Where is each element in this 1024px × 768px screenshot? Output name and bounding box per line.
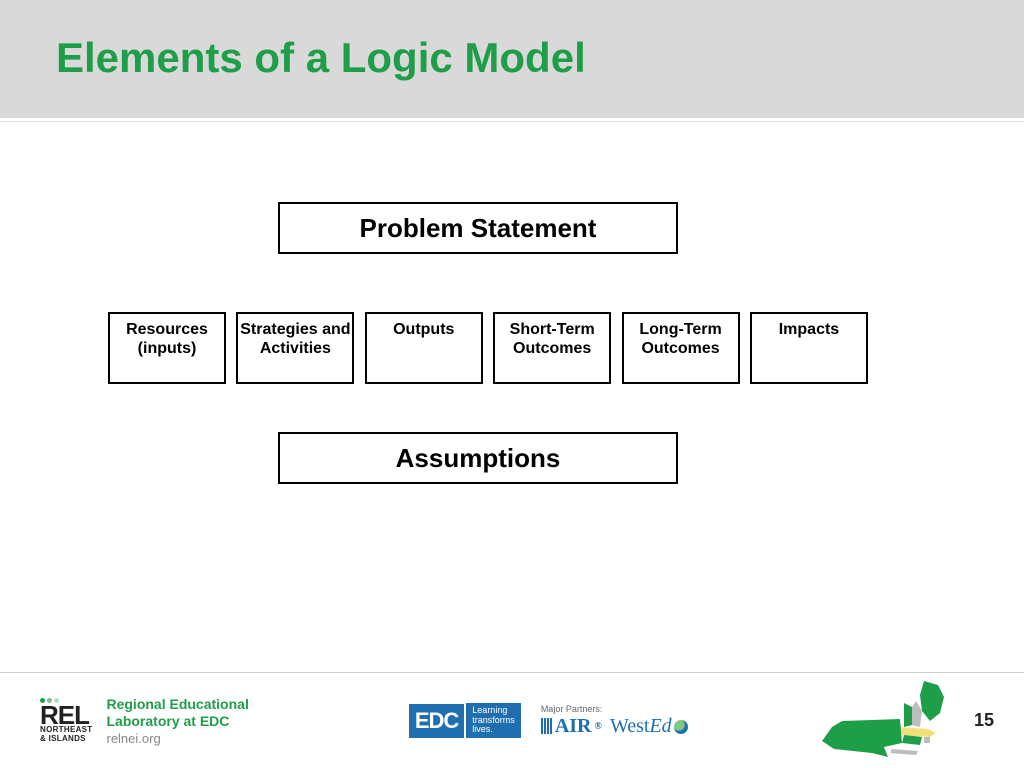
page-number: 15 (974, 710, 994, 731)
rel-desc-line1: Regional Educational (106, 696, 248, 714)
wested-logo: WestEd (610, 715, 688, 738)
assumptions-box: Assumptions (278, 432, 678, 484)
problem-statement-label: Problem Statement (360, 213, 597, 244)
edc-logo: EDC Learningtransformslives. (409, 703, 521, 737)
longterm-label: Long-Term Outcomes (624, 320, 738, 358)
elements-row: Resources (inputs) Strategies and Activi… (108, 312, 868, 384)
air-columns-icon (541, 718, 552, 734)
air-text: AIR (555, 715, 592, 738)
edc-wordmark: EDC (409, 704, 464, 738)
partner-logos: EDC Learningtransformslives. Major Partn… (409, 703, 688, 737)
diagram-area: Problem Statement Resources (inputs) Str… (0, 122, 1024, 662)
globe-icon (674, 720, 688, 734)
assumptions-label: Assumptions (396, 443, 561, 474)
resources-label: Resources (inputs) (110, 320, 224, 358)
shortterm-label: Short-Term Outcomes (495, 320, 609, 358)
rel-logo-block: REL NORTHEAST& ISLANDS Regional Educatio… (40, 696, 249, 746)
rel-wordmark: REL (40, 705, 89, 726)
impacts-box: Impacts (750, 312, 868, 384)
resources-box: Resources (inputs) (108, 312, 226, 384)
outputs-label: Outputs (393, 320, 454, 339)
impacts-label: Impacts (779, 320, 839, 339)
problem-statement-box: Problem Statement (278, 202, 678, 254)
edc-tagline: Learningtransformslives. (466, 703, 521, 737)
rel-description: Regional Educational Laboratory at EDC r… (106, 696, 248, 746)
northeast-map-icon (812, 679, 962, 763)
page-title: Elements of a Logic Model (56, 34, 1024, 82)
footer: REL NORTHEAST& ISLANDS Regional Educatio… (0, 672, 1024, 768)
major-partners-row: AIR® WestEd (541, 715, 688, 738)
air-logo: AIR® (541, 715, 602, 738)
strategies-label: Strategies and Activities (238, 320, 352, 358)
rel-desc-line2: Laboratory at EDC (106, 713, 248, 731)
rel-logo: REL NORTHEAST& ISLANDS (40, 698, 92, 744)
shortterm-box: Short-Term Outcomes (493, 312, 611, 384)
longterm-box: Long-Term Outcomes (622, 312, 740, 384)
strategies-box: Strategies and Activities (236, 312, 354, 384)
wested-text-b: Ed (649, 715, 671, 737)
major-partners-block: Major Partners: AIR® WestEd (541, 704, 688, 738)
major-partners-label: Major Partners: (541, 704, 688, 714)
header-band: Elements of a Logic Model (0, 0, 1024, 118)
rel-url: relnei.org (106, 731, 248, 746)
outputs-box: Outputs (365, 312, 483, 384)
wested-text-a: West (610, 715, 650, 737)
rel-subtext: NORTHEAST& ISLANDS (40, 725, 92, 743)
